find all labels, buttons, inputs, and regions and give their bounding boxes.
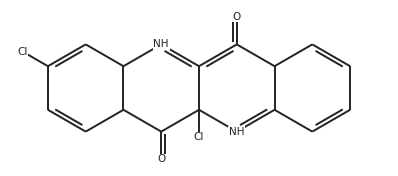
Text: O: O — [157, 154, 165, 164]
Text: NH: NH — [229, 127, 244, 137]
Text: O: O — [233, 12, 241, 22]
Text: Cl: Cl — [194, 132, 204, 142]
Text: NH: NH — [154, 39, 169, 49]
Text: Cl: Cl — [18, 47, 28, 57]
